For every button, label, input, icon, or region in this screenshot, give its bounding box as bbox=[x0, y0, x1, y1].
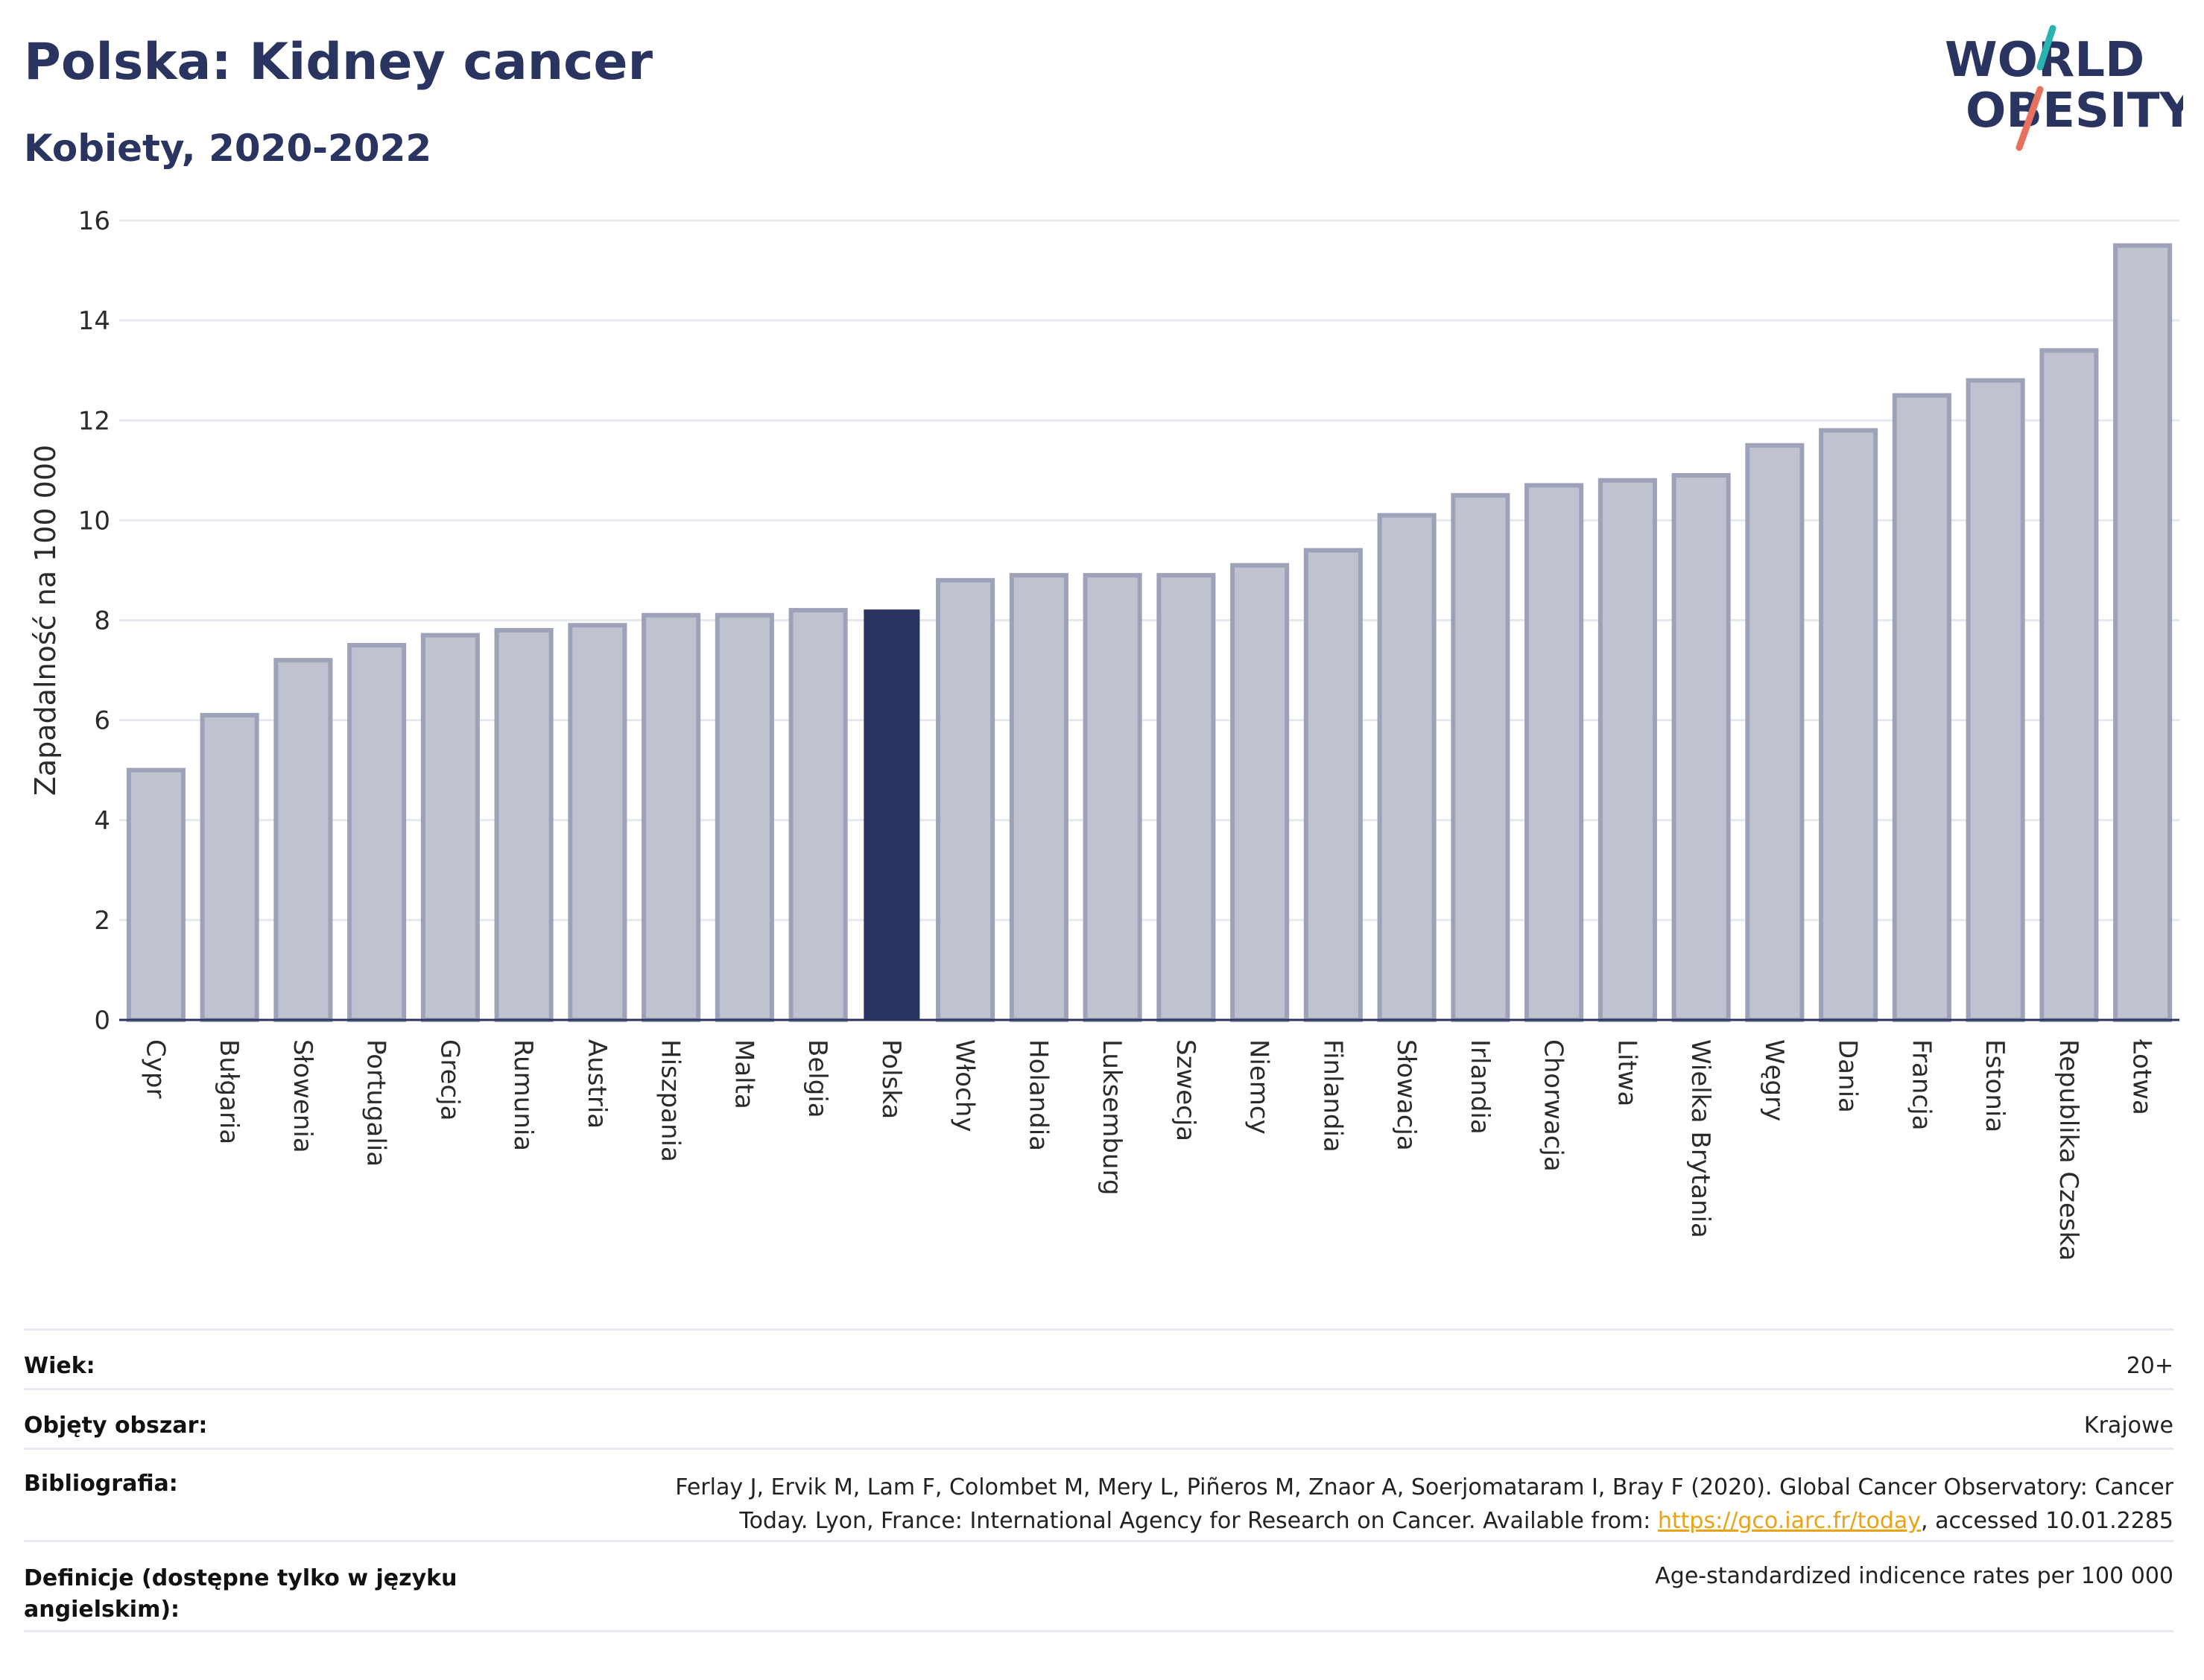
bar bbox=[347, 643, 407, 1022]
x-tick-label: Rumunia bbox=[508, 1039, 538, 1151]
bar bbox=[642, 612, 701, 1022]
x-tick-label: Chorwacja bbox=[1539, 1039, 1568, 1172]
bar bbox=[1892, 393, 1951, 1022]
definitions-row: Definicje (dostępne tylko w języku angie… bbox=[24, 1540, 2173, 1632]
age-label: Wiek: bbox=[24, 1353, 95, 1379]
bar bbox=[2039, 348, 2099, 1022]
x-tick-label: Irlandia bbox=[1465, 1039, 1495, 1135]
bar bbox=[1009, 573, 1068, 1022]
logo-slash-top bbox=[2036, 25, 2056, 71]
bar bbox=[1524, 483, 1584, 1022]
area-row: Objęty obszar: Krajowe bbox=[24, 1388, 2173, 1448]
area-label: Objęty obszar: bbox=[24, 1413, 208, 1439]
bibliography-label: Bibliografia: bbox=[24, 1471, 178, 1497]
bar bbox=[1083, 573, 1142, 1022]
bar bbox=[1966, 378, 2025, 1023]
bar bbox=[420, 633, 480, 1022]
x-tick-label: Finlandia bbox=[1317, 1039, 1347, 1153]
bar bbox=[1156, 573, 1216, 1022]
bar bbox=[273, 658, 333, 1023]
y-tick-label: 10 bbox=[78, 506, 110, 536]
bar bbox=[1819, 428, 1878, 1022]
bar bbox=[788, 608, 848, 1022]
x-tick-label: Republika Czeska bbox=[2053, 1039, 2083, 1261]
bar bbox=[1230, 562, 1290, 1022]
x-tick-label: Malta bbox=[729, 1039, 759, 1109]
x-tick-label: Wielka Brytania bbox=[1685, 1039, 1715, 1238]
bar-chart: 0 2 4 6 8 10 12 14 16 Zapadalność na 100 000 Cypr B… bbox=[29, 206, 2179, 1261]
bar bbox=[2113, 243, 2173, 1022]
y-tick-label: 2 bbox=[94, 906, 110, 936]
bibliography-link[interactable]: https://gco.iarc.fr/today bbox=[1657, 1508, 1922, 1534]
chart-subtitle: Kobiety, 2020-2022 bbox=[24, 127, 432, 170]
bibliography-text: Ferlay J, Ervik M, Lam F, Colombet M, Me… bbox=[675, 1474, 2173, 1534]
x-tick-label: Bułgaria bbox=[214, 1039, 244, 1144]
y-tick-label: 14 bbox=[78, 306, 110, 336]
bar bbox=[715, 612, 774, 1022]
x-tick-label: Słowenia bbox=[288, 1039, 317, 1153]
x-tick-label: Austria bbox=[582, 1039, 612, 1129]
x-tick-label: Estonia bbox=[1980, 1039, 2010, 1132]
x-tick-label: Holandia bbox=[1023, 1039, 1053, 1151]
bar bbox=[936, 577, 995, 1022]
y-tick-label: 12 bbox=[78, 406, 110, 436]
x-tick-label: Litwa bbox=[1612, 1039, 1641, 1106]
x-tick-label: Luksemburg bbox=[1097, 1039, 1127, 1195]
bar bbox=[1451, 492, 1510, 1022]
y-tick-label: 6 bbox=[94, 706, 110, 736]
x-tick-label: Niemcy bbox=[1244, 1039, 1274, 1135]
x-tick-label: Łotwa bbox=[2127, 1039, 2157, 1115]
x-tick-label: Słowacja bbox=[1391, 1039, 1421, 1151]
x-tick-label: Cypr bbox=[140, 1039, 170, 1098]
x-tick-label: Grecja bbox=[434, 1039, 464, 1120]
y-tick-label: 0 bbox=[94, 1006, 110, 1036]
age-value: 20+ bbox=[2126, 1353, 2173, 1379]
y-tick-label: 4 bbox=[94, 806, 110, 836]
logo-slash-bottom bbox=[2015, 86, 2044, 151]
chart-title: Polska: Kidney cancer bbox=[24, 33, 653, 92]
y-tick-label: 8 bbox=[94, 606, 110, 636]
x-tick-label: Hiszpania bbox=[656, 1039, 685, 1162]
x-tick-label: Belgia bbox=[802, 1039, 832, 1118]
bar bbox=[1303, 548, 1363, 1022]
definitions-label: Definicje (dostępne tylko w języku angie… bbox=[24, 1565, 457, 1623]
bar bbox=[1597, 478, 1657, 1022]
world-obesity-logo: WORLD OBESITY bbox=[1945, 25, 2183, 151]
x-tick-label: Szwecja bbox=[1171, 1039, 1200, 1141]
x-tick-label: Polska bbox=[876, 1039, 906, 1119]
logo-line-2: OBESITY bbox=[1966, 83, 2183, 139]
y-tick-label: 16 bbox=[78, 206, 110, 236]
y-axis-title: Zapadalność na 100 000 bbox=[29, 445, 62, 796]
age-row: Wiek: 20+ bbox=[24, 1328, 2173, 1388]
bar bbox=[1377, 513, 1437, 1022]
bar bbox=[494, 627, 554, 1022]
x-tick-label: Włochy bbox=[950, 1039, 980, 1132]
bibliography-row: Bibliografia: Ferlay J, Ervik M, Lam F, … bbox=[24, 1448, 2173, 1540]
metadata-table: Wiek: 20+ Objęty obszar: Krajowe Bibliog… bbox=[24, 1328, 2173, 1632]
x-tick-label: Dania bbox=[1833, 1039, 1863, 1113]
x-tick-label: Francja bbox=[1906, 1039, 1936, 1130]
definitions-value: Age-standardized indicence rates per 100… bbox=[1655, 1563, 2173, 1589]
bar bbox=[864, 609, 920, 1021]
bibliography-text-end: , accessed 10.01.2285 bbox=[1921, 1508, 2173, 1534]
x-tick-label: Portugalia bbox=[361, 1039, 391, 1167]
bar bbox=[126, 767, 186, 1022]
bar bbox=[1745, 443, 1805, 1022]
x-tick-label: Węgry bbox=[1759, 1039, 1789, 1121]
bar bbox=[200, 712, 259, 1022]
bar bbox=[1671, 473, 1731, 1022]
bar bbox=[568, 623, 627, 1022]
bibliography-value: Ferlay J, Ervik M, Lam F, Colombet M, Me… bbox=[609, 1471, 2173, 1538]
area-value: Krajowe bbox=[2083, 1413, 2173, 1439]
